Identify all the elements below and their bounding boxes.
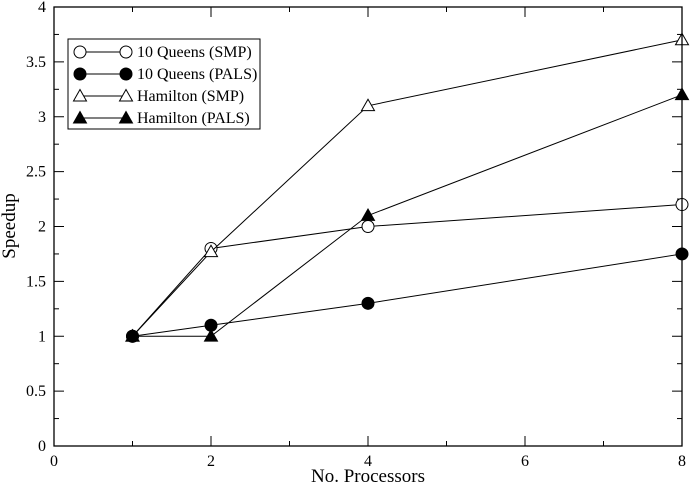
- legend-marker-hamilton-smp-a: [72, 88, 88, 102]
- legend-entry-10-queens-smp: 10 Queens (SMP): [73, 44, 252, 61]
- legend-entry-10-queens-pals: 10 Queens (PALS): [73, 66, 257, 83]
- legend-marker-10-queens-smp-a: [73, 45, 87, 59]
- series-line-10-queens-smp: [132, 204, 683, 337]
- y-tick-label: 3: [38, 109, 46, 126]
- series-10-queens-pals: [126, 247, 689, 343]
- data-point: [360, 208, 376, 221]
- legend-marker-hamilton-pals-b: [118, 110, 134, 124]
- legend-label-hamilton-pals: Hamilton (PALS): [137, 110, 250, 127]
- y-tick-label: 0.5: [26, 383, 46, 400]
- series-layer: [125, 32, 690, 343]
- data-point: [203, 328, 219, 342]
- tick-labels: 0 2 4 6 8 0 0.5 1 1.5 2 2.5 3 3.5 4: [26, 0, 686, 470]
- data-point: [361, 220, 375, 233]
- y-tick-label: 4: [38, 0, 46, 16]
- x-tick-label: 0: [50, 453, 58, 470]
- legend-label-hamilton-smp: Hamilton (SMP): [137, 88, 244, 105]
- data-point: [125, 328, 140, 342]
- series-line-hamilton-pals: [132, 94, 683, 337]
- legend-marker-10-queens-pals-a: [73, 67, 87, 81]
- legend-entry-hamilton-pals: Hamilton (PALS): [72, 110, 250, 127]
- legend-marker-10-queens-pals-b: [119, 67, 133, 81]
- y-tick-label: 2.5: [26, 164, 46, 181]
- legend: 10 Queens (SMP) 10 Queens (PALS) Hamilto…: [67, 38, 261, 130]
- y-tick-label: 1.5: [26, 273, 46, 290]
- plot-area-frame: [53, 6, 683, 447]
- x-axis-title: No. Processors: [311, 466, 425, 486]
- x-tick-label: 6: [521, 453, 529, 470]
- series-hamilton-pals: [125, 87, 690, 342]
- legend-marker-hamilton-pals-a: [72, 110, 88, 124]
- data-point: [360, 98, 376, 112]
- y-axis-title: Speedup: [0, 193, 20, 258]
- series-line-hamilton-smp: [132, 39, 683, 337]
- data-point: [361, 296, 375, 310]
- series-line-10-queens-pals: [132, 253, 683, 337]
- legend-label-10-queens-smp: 10 Queens (SMP): [137, 44, 252, 61]
- legend-entry-hamilton-smp: Hamilton (SMP): [72, 88, 244, 105]
- y-tick-label: 0: [38, 438, 46, 455]
- x-tick-label: 4: [364, 453, 372, 470]
- legend-box: [67, 38, 261, 130]
- legend-marker-10-queens-smp-b: [119, 45, 133, 59]
- legend-label-10-queens-pals: 10 Queens (PALS): [137, 66, 257, 83]
- x-tick-label: 8: [678, 453, 686, 470]
- y-tick-label: 3.5: [26, 54, 46, 71]
- data-point: [203, 244, 219, 258]
- y-tick-label: 2: [38, 219, 46, 236]
- legend-marker-hamilton-smp-b: [118, 88, 134, 102]
- y-tick-label: 1: [38, 328, 46, 345]
- x-tick-label: 2: [207, 453, 215, 470]
